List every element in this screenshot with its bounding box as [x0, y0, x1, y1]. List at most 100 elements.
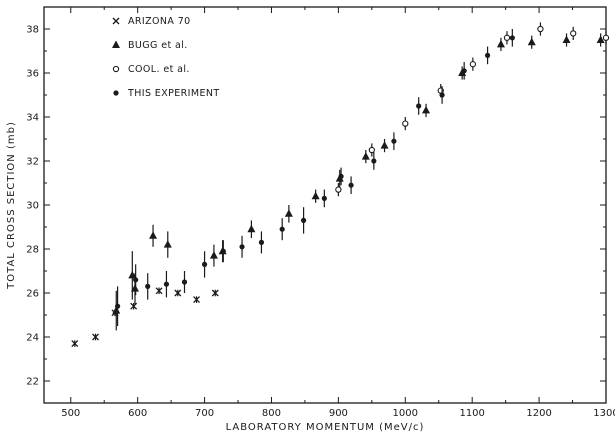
data-point: [247, 224, 256, 233]
data-point: [239, 244, 245, 250]
marker-stroke: [92, 333, 99, 341]
data-point: [527, 37, 536, 46]
y-tick-label: 24: [26, 333, 39, 344]
y-tick-label: 34: [26, 113, 39, 124]
marker-stroke: [174, 289, 182, 297]
data-point: [335, 186, 342, 193]
data-point: [300, 217, 307, 223]
data-point: [439, 92, 445, 98]
legend-marker: [113, 90, 119, 96]
x-tick-label: 1000: [393, 408, 418, 419]
data-point: [220, 248, 226, 254]
data-point: [284, 209, 293, 217]
y-tick-label: 28: [26, 245, 39, 256]
data-point: [112, 306, 121, 314]
legend-item: ARIZONA 70: [112, 16, 190, 27]
marker-stroke: [130, 302, 138, 310]
x-tick-label: 1200: [526, 408, 551, 419]
x-tick-label: 1300: [593, 408, 615, 419]
data-point: [258, 239, 265, 245]
data-point: [155, 287, 163, 295]
x-tick-label: 600: [128, 408, 147, 419]
data-point: [509, 35, 515, 41]
data-point: [311, 191, 320, 200]
data-point: [174, 289, 182, 297]
data-point: [130, 302, 138, 310]
data-point: [71, 340, 79, 348]
legend-item: THIS EXPERIMENT: [113, 88, 219, 99]
x-axis-ticks: 500 600 700 800 900 1000 1100 1200 1300: [61, 7, 615, 419]
data-point: [391, 138, 397, 144]
y-tick-label: 22: [26, 377, 39, 388]
data-point: [133, 277, 139, 283]
x-axis-title: LABORATORY MOMENTUM (MeV/c): [226, 422, 425, 433]
data-point: [368, 146, 375, 154]
y-tick-label: 36: [26, 69, 39, 80]
x-tick-label: 800: [262, 408, 281, 419]
data-point: [348, 182, 354, 188]
data-point: [163, 240, 172, 248]
data-point: [181, 279, 188, 285]
data-point: [469, 61, 477, 68]
data-point: [416, 103, 422, 109]
data-point: [321, 195, 327, 201]
data-point: [380, 141, 389, 149]
data-point: [338, 173, 344, 179]
series-triangle: [112, 33, 605, 331]
data-point: [422, 105, 431, 114]
legend-marker: [112, 17, 120, 25]
x-tick-label: 500: [61, 408, 80, 419]
data-point: [562, 35, 571, 43]
data-point: [193, 296, 201, 304]
data-point: [201, 261, 208, 267]
marker-stroke: [155, 287, 163, 295]
data-point: [92, 333, 99, 341]
data-point: [570, 30, 577, 37]
data-point: [496, 39, 505, 48]
legend-item: BUGG et al.: [112, 40, 188, 51]
series-cross: [71, 287, 219, 348]
marker-stroke: [112, 17, 120, 25]
legend-marker: [112, 65, 120, 73]
x-tick-label: 1100: [459, 408, 484, 419]
data-point: [484, 52, 491, 59]
data-point: [211, 289, 219, 297]
data-point: [130, 284, 139, 292]
marker-stroke: [71, 340, 79, 348]
data-point: [537, 25, 544, 33]
data-point: [371, 158, 377, 164]
data-point: [402, 120, 409, 127]
legend: ARIZONA 70 BUGG et al. COOL. et al. THIS EX…: [112, 16, 219, 99]
series-circle-filled: [114, 29, 515, 326]
y-axis-ticks: 22 24 26 28 30 32 34 36 38: [26, 6, 606, 404]
y-tick-label: 32: [26, 157, 39, 168]
data-marks: [71, 22, 610, 348]
data-point: [596, 35, 605, 43]
data-point: [461, 68, 467, 74]
legend-marker: [112, 40, 120, 48]
data-point: [602, 34, 610, 41]
data-point: [149, 231, 158, 239]
marker-stroke: [211, 289, 219, 297]
data-point: [209, 251, 218, 259]
legend-label: THIS EXPERIMENT: [127, 88, 220, 99]
data-point: [145, 283, 151, 289]
legend-label: COOL. et al.: [128, 64, 190, 75]
legend-label: BUGG et al.: [128, 40, 188, 51]
legend-item: COOL. et al.: [112, 64, 190, 75]
x-tick-label: 700: [195, 408, 214, 419]
data-point: [279, 226, 285, 232]
data-point: [114, 303, 121, 309]
y-axis-title: TOTAL CROSS SECTION (mb): [6, 121, 17, 290]
marker-stroke: [193, 296, 201, 304]
data-point: [128, 270, 137, 279]
data-point: [361, 152, 370, 160]
series-circle-open: [335, 22, 610, 197]
data-point: [503, 34, 511, 41]
data-point: [163, 281, 170, 287]
y-tick-label: 30: [26, 201, 39, 212]
y-tick-label: 26: [26, 289, 39, 300]
x-tick-label: 900: [329, 408, 348, 419]
y-tick-label: 38: [26, 25, 39, 36]
